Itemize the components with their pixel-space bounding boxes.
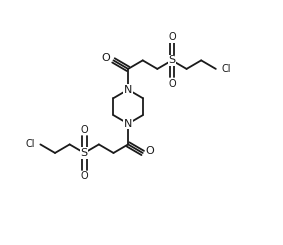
Text: S: S	[168, 55, 175, 65]
Text: Cl: Cl	[25, 139, 35, 149]
Text: S: S	[81, 148, 88, 158]
Text: O: O	[80, 171, 88, 181]
Text: N: N	[124, 85, 132, 95]
Text: O: O	[102, 53, 111, 63]
Text: N: N	[124, 119, 132, 129]
Text: O: O	[168, 78, 176, 88]
Text: O: O	[80, 125, 88, 135]
Text: Cl: Cl	[221, 64, 231, 74]
Text: O: O	[168, 32, 176, 42]
Text: O: O	[146, 146, 155, 156]
